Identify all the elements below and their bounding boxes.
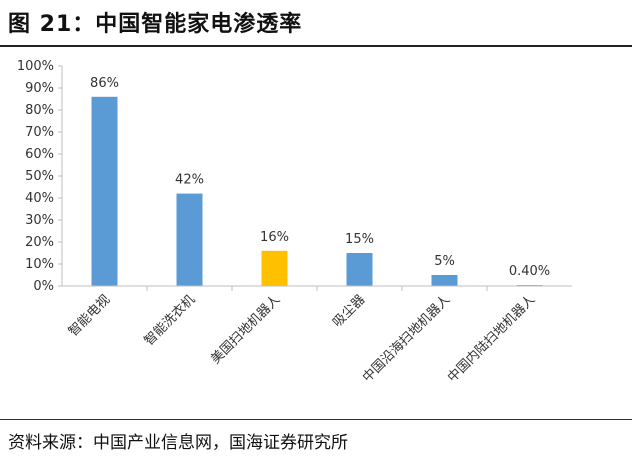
x-tick-label: 吸尘器 bbox=[330, 292, 368, 330]
bar-chart: 0% 10% 20% 30% 40% 50% 60% 70% 80% 90% 100% 86% 42%… bbox=[17, 59, 572, 386]
y-tick-label: 90% bbox=[25, 81, 54, 96]
bar bbox=[261, 250, 288, 286]
bar-value-label: 15% bbox=[345, 232, 374, 247]
y-tick-label: 30% bbox=[25, 213, 54, 228]
y-tick-label: 50% bbox=[25, 169, 54, 184]
data-labels: 86% 42% 16% 15% 5% 0.40% bbox=[90, 76, 550, 279]
y-tick-label: 60% bbox=[25, 147, 54, 162]
bar bbox=[176, 193, 203, 286]
y-tick-label: 20% bbox=[25, 235, 54, 250]
y-axis: 0% 10% 20% 30% 40% 50% 60% 70% 80% 90% 100% bbox=[17, 59, 63, 294]
x-tick-label: 美国扫地机器人 bbox=[208, 292, 283, 367]
y-tick-label: 40% bbox=[25, 191, 54, 206]
bars bbox=[91, 96, 543, 286]
bar-value-label: 42% bbox=[175, 173, 204, 188]
bar bbox=[91, 96, 118, 286]
x-tick-label: 智能电视 bbox=[66, 292, 113, 339]
y-tick-label: 100% bbox=[17, 59, 54, 74]
bar-value-label: 0.40% bbox=[509, 264, 550, 279]
bar-value-label: 16% bbox=[260, 230, 289, 245]
x-tick-label: 智能洗衣机 bbox=[141, 292, 198, 349]
y-tick-label: 0% bbox=[33, 279, 54, 294]
x-tick-label: 中国内陆扫地机器人 bbox=[444, 292, 538, 386]
chart-title: 图 21：中国智能家电渗透率 bbox=[8, 12, 303, 37]
x-tick-label: 中国沿海扫地机器人 bbox=[360, 292, 453, 385]
y-tick-label: 80% bbox=[25, 103, 54, 118]
y-tick-label: 70% bbox=[25, 125, 54, 140]
y-tick-label: 10% bbox=[25, 257, 54, 272]
title-divider bbox=[0, 45, 632, 47]
footer-divider bbox=[0, 419, 632, 420]
bar bbox=[431, 275, 458, 286]
source-note: 资料来源：中国产业信息网，国海证券研究所 bbox=[8, 433, 348, 453]
bar-value-label: 86% bbox=[90, 76, 119, 91]
bar bbox=[346, 253, 373, 286]
bar-value-label: 5% bbox=[434, 254, 455, 269]
